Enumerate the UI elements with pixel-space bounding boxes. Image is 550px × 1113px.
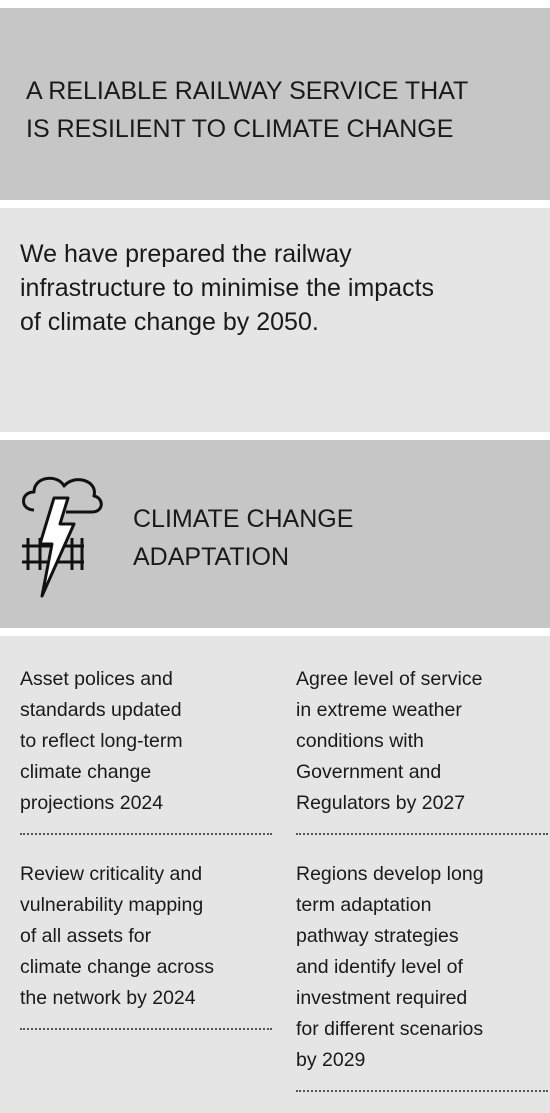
milestone-line: to reflect long-term	[20, 730, 183, 752]
milestone-line: projections 2024	[20, 792, 164, 814]
divider	[20, 1028, 272, 1030]
title-band	[0, 8, 550, 200]
section-heading: CLIMATE CHANGE ADAPTATION	[133, 500, 353, 576]
intro-text: We have prepared the railway infrastructu…	[20, 237, 434, 339]
milestone-line: Regulators by 2027	[296, 792, 466, 814]
milestone-line: Asset polices and	[20, 668, 173, 690]
milestone-line: in extreme weather	[296, 699, 462, 721]
milestone-line: Government and	[296, 761, 442, 783]
milestone-line: Regions develop long	[296, 863, 484, 885]
milestone-line: term adaptation	[296, 894, 432, 916]
milestone: Review criticality and vulnerability mapp…	[20, 859, 214, 1014]
milestone-line: Review criticality and	[20, 863, 203, 885]
intro-band	[0, 208, 550, 432]
text-line: infrastructure to minimise the impacts	[20, 274, 435, 302]
milestone: Asset polices and standards updated to ref…	[20, 664, 183, 819]
milestone-line: conditions with	[296, 730, 424, 752]
text-line: CLIMATE CHANGE	[133, 505, 354, 533]
text-line: We have prepared the railway	[20, 240, 352, 268]
milestone-line: of all assets for	[20, 925, 152, 947]
milestone: Agree level of service in extreme weather…	[296, 664, 482, 819]
divider	[20, 833, 272, 835]
milestone-line: standards updated	[20, 699, 182, 721]
text-line: ADAPTATION	[133, 543, 290, 571]
storm-icon	[22, 476, 103, 598]
milestone-line: the network by 2024	[20, 987, 196, 1009]
milestone-line: pathway strategies	[296, 925, 459, 947]
milestone-line: vulnerability mapping	[20, 894, 204, 916]
section-band	[0, 440, 550, 628]
milestone-line: climate change across	[20, 956, 215, 978]
divider	[296, 833, 548, 835]
milestone-line: climate change	[20, 761, 152, 783]
text-line: of climate change by 2050.	[20, 308, 319, 336]
milestone-line: investment required	[296, 987, 468, 1009]
milestone-line: and identify level of	[296, 956, 463, 978]
divider	[296, 1090, 548, 1092]
milestone-line: Agree level of service	[296, 668, 483, 690]
items-band	[0, 636, 550, 1113]
text-line: IS RESILIENT TO CLIMATE CHANGE	[26, 115, 454, 143]
milestone-line: for different scenarios	[296, 1018, 484, 1040]
text-line: A RELIABLE RAILWAY SERVICE THAT	[26, 77, 469, 105]
milestone-line: by 2029	[296, 1049, 366, 1071]
milestone: Regions develop long term adaptation pathw…	[296, 859, 484, 1076]
title: A RELIABLE RAILWAY SERVICE THAT IS RESILI…	[26, 72, 468, 148]
